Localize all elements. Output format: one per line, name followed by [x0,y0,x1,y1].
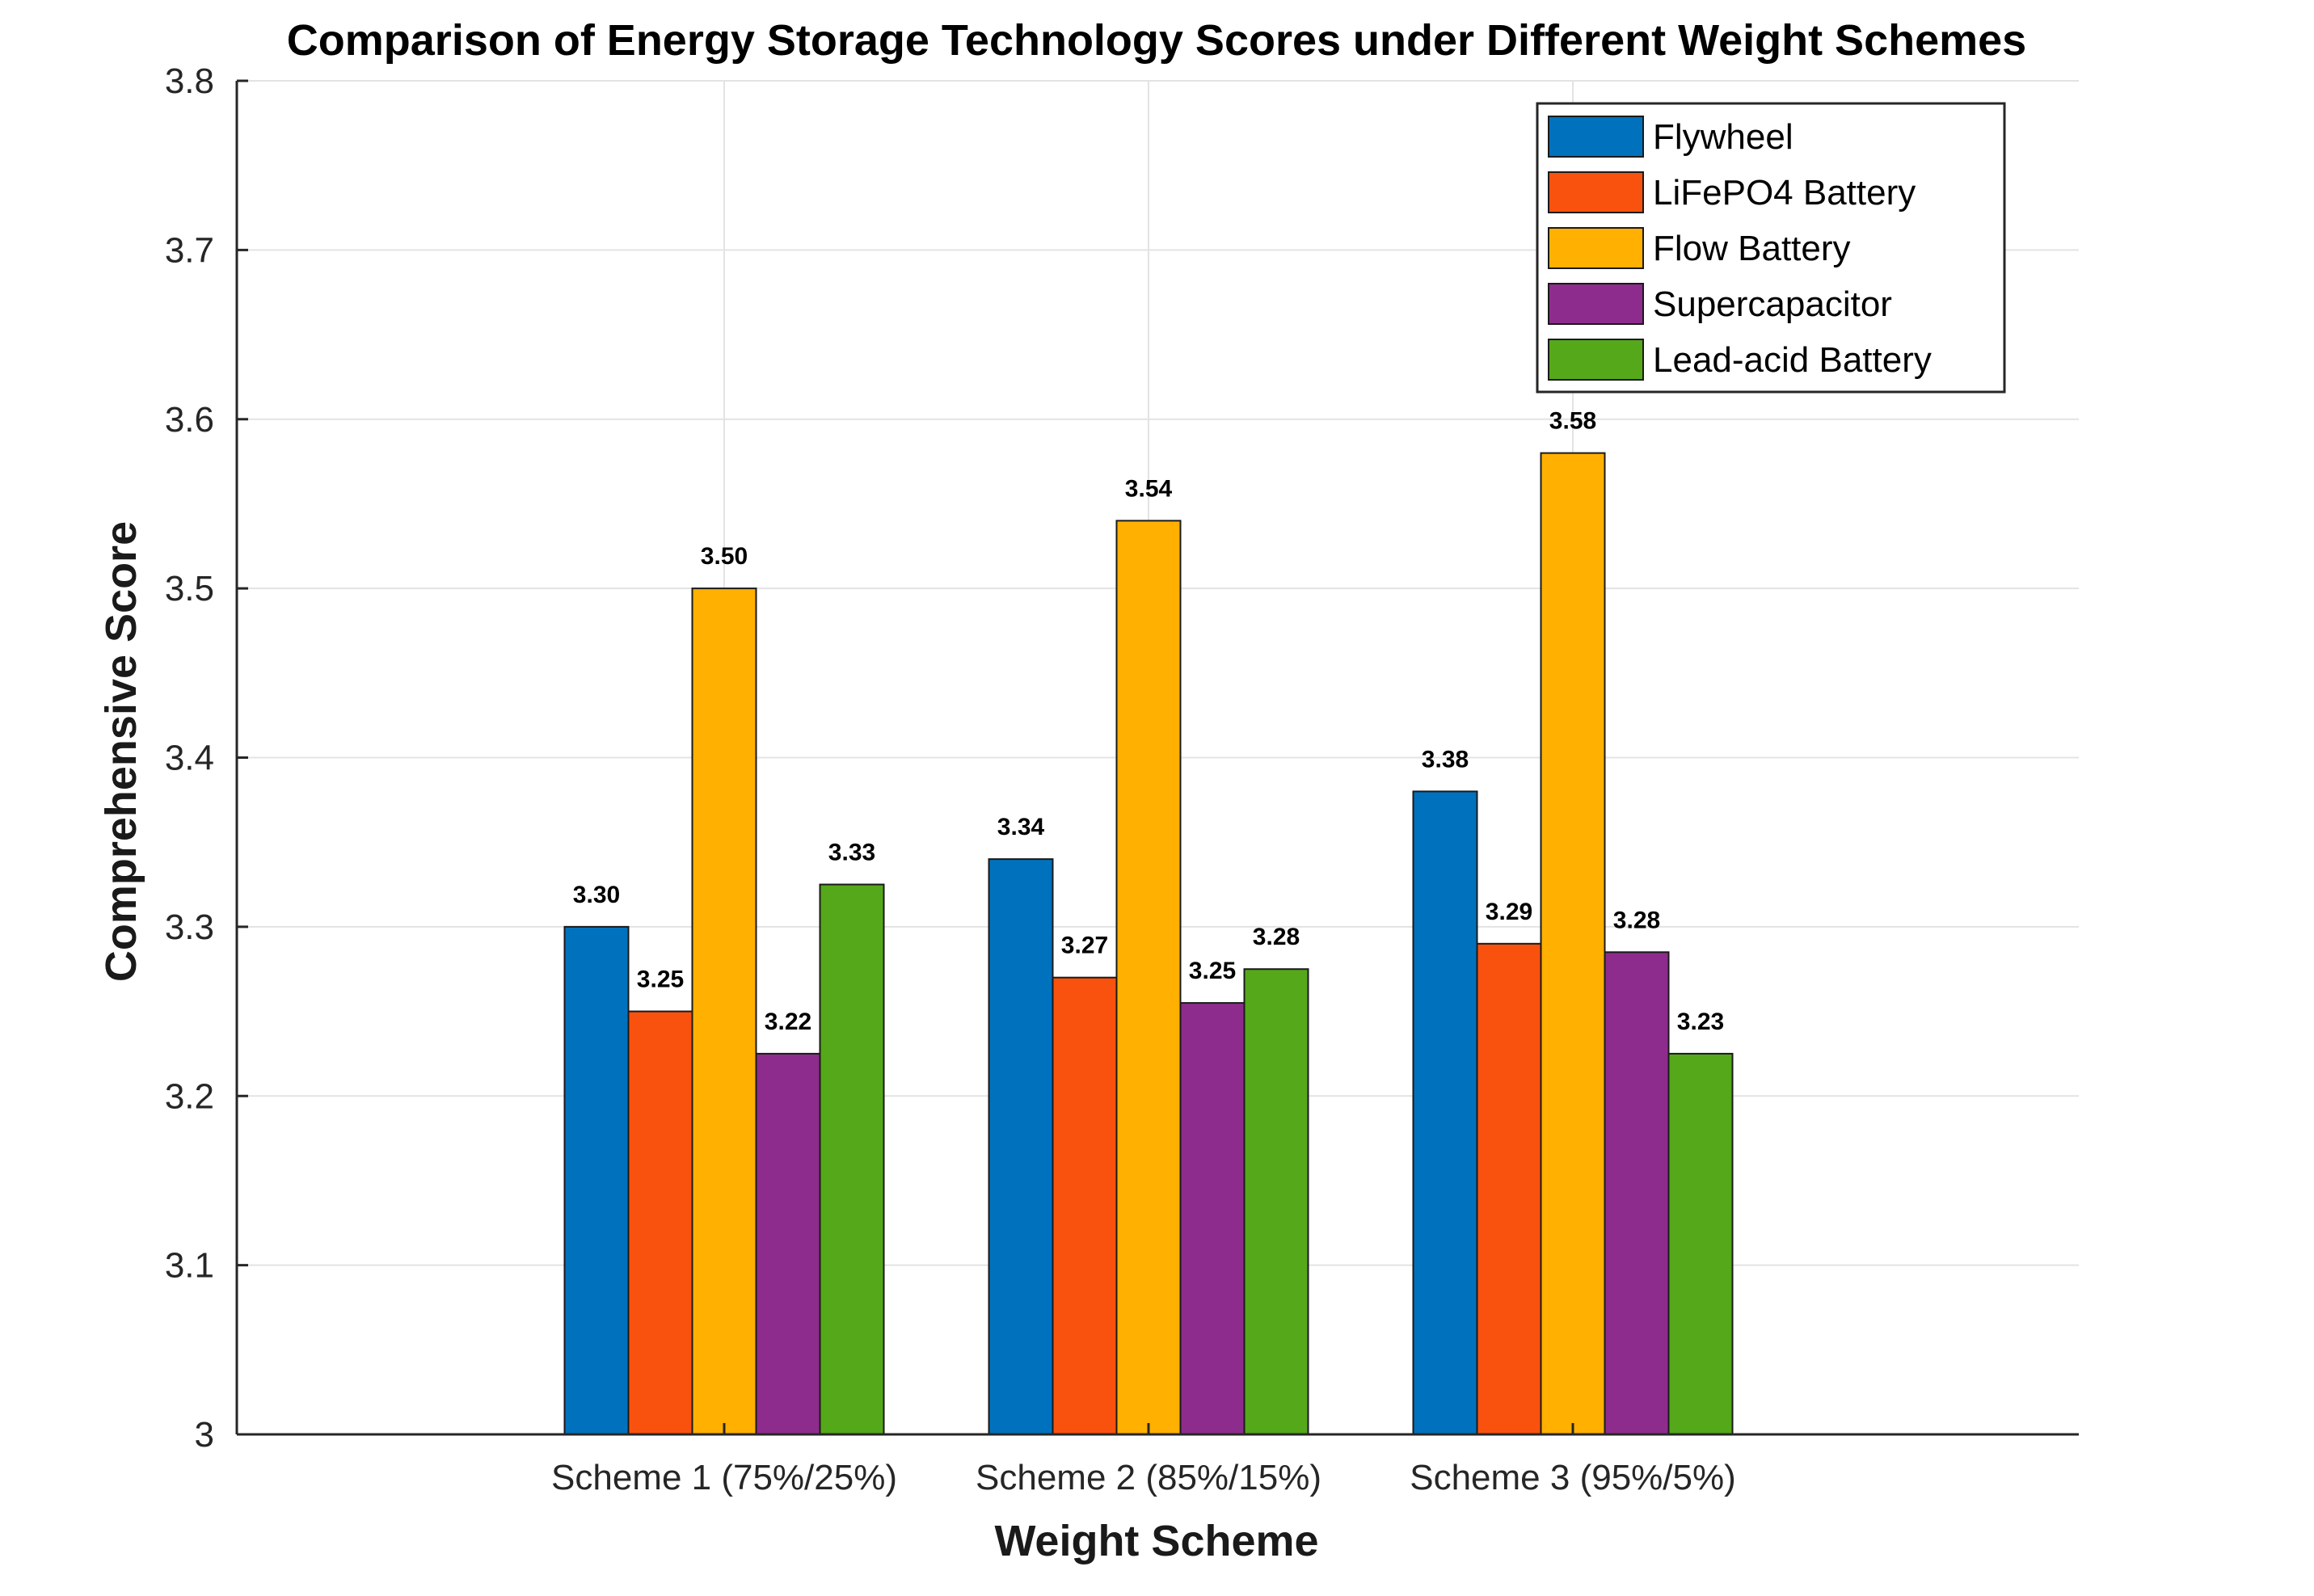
y-tick-label: 3.3 [165,907,214,947]
legend-swatch [1548,227,1644,269]
bar-flywheel-3 [1412,790,1478,1435]
data-labels: 3.30 3.34 3.38 3.25 3.27 3.29 3.50 3.54 3.58 3.22… [573,408,1724,1035]
bar-flow-battery-1 [691,587,757,1435]
legend-swatch [1548,116,1644,158]
bar-supercapacitor-2 [1179,1002,1246,1435]
bar-value-label: 3.28 [1613,907,1660,933]
bar-value-label: 3.54 [1125,475,1173,502]
y-tick-label: 3.1 [165,1246,214,1286]
legend-label: Flywheel [1653,117,1793,157]
legend-label: Lead-acid Battery [1653,340,1932,380]
legend-swatch [1548,171,1644,213]
bar-lead-acid-battery-1 [819,883,885,1435]
y-tick-label: 3.5 [165,569,214,609]
bar-value-label: 3.25 [1189,958,1236,984]
bar-flow-battery-3 [1540,452,1606,1435]
legend-label: Flow Battery [1653,229,1851,268]
y-tick-label: 3.4 [165,739,214,778]
bar-lead-acid-battery-2 [1243,968,1309,1435]
bar-value-label: 3.58 [1549,408,1596,435]
x-tick-label: Scheme 3 (95%/5%) [1410,1458,1736,1497]
bar-value-label: 3.29 [1486,899,1532,925]
bar-flywheel-2 [988,858,1054,1435]
axes: 3 3.1 3.2 3.3 3.4 3.5 3.6 3.7 3.8 Scheme 1 (75%/2… [165,61,2079,1497]
x-axis-label: Weight Scheme [994,1517,1318,1565]
y-axis-label: Comprehensive Score [97,521,145,982]
bar-flow-battery-2 [1115,520,1182,1435]
bar-value-label: 3.27 [1061,933,1108,959]
bar-value-label: 3.30 [573,882,620,908]
legend-swatch [1548,339,1644,381]
bar-supercapacitor-1 [755,1052,821,1435]
bar-lifepo4-battery-3 [1476,942,1542,1435]
bar-flywheel-1 [563,925,630,1435]
legend: Flywheel LiFePO4 Battery Flow Battery Super… [1536,102,2006,394]
bar-supercapacitor-3 [1604,951,1670,1435]
legend-label: LiFePO4 Battery [1653,173,1916,213]
bar-value-label: 3.50 [701,543,748,570]
y-tick-label: 3.6 [165,400,214,440]
bars [563,452,1734,1435]
bar-value-label: 3.38 [1422,746,1469,773]
legend-swatch [1548,283,1644,325]
bar-lifepo4-battery-2 [1052,976,1118,1435]
y-tick-label: 3.2 [165,1076,214,1116]
bar-value-label: 3.34 [997,814,1045,840]
bar-value-label: 3.25 [637,966,684,993]
bar-lead-acid-battery-3 [1667,1052,1734,1435]
y-tick-label: 3.8 [165,61,214,101]
y-tick-label: 3 [195,1415,214,1455]
x-tick-label: Scheme 1 (75%/25%) [551,1458,897,1497]
y-tick-label: 3.7 [165,230,214,270]
chart-title: Comparison of Energy Storage Technology … [287,16,2026,65]
bar-value-label: 3.28 [1253,924,1300,950]
legend-label: Supercapacitor [1653,284,1892,324]
bar-lifepo4-battery-1 [627,1010,693,1435]
bar-value-label: 3.22 [765,1009,811,1035]
bar-value-label: 3.33 [828,840,875,866]
x-tick-label: Scheme 2 (85%/15%) [976,1458,1321,1497]
bar-value-label: 3.23 [1677,1009,1724,1035]
